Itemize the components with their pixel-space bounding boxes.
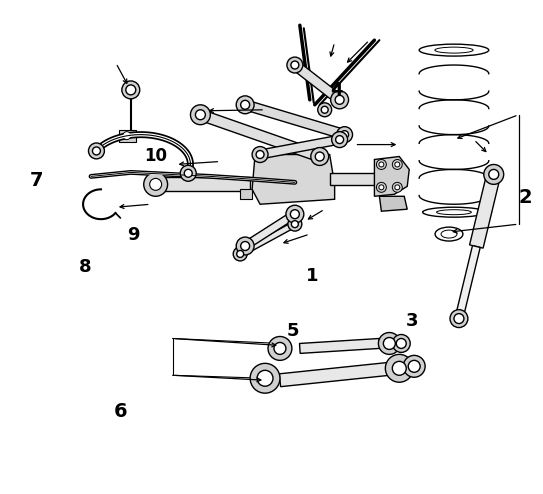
Circle shape: [395, 162, 400, 167]
Circle shape: [292, 221, 298, 228]
Ellipse shape: [441, 230, 457, 238]
Circle shape: [286, 205, 304, 223]
Text: 4: 4: [330, 81, 343, 99]
Ellipse shape: [422, 207, 485, 217]
Circle shape: [335, 95, 344, 104]
Circle shape: [332, 132, 348, 148]
Polygon shape: [259, 135, 340, 159]
Circle shape: [454, 314, 464, 324]
Circle shape: [337, 126, 352, 143]
Circle shape: [386, 354, 413, 382]
Polygon shape: [300, 338, 380, 353]
Polygon shape: [252, 155, 334, 204]
Circle shape: [383, 337, 395, 349]
Circle shape: [184, 169, 192, 177]
Text: 1: 1: [306, 267, 318, 286]
Circle shape: [392, 160, 402, 169]
Circle shape: [195, 110, 205, 120]
Circle shape: [396, 338, 406, 348]
Polygon shape: [156, 177, 250, 191]
Circle shape: [376, 160, 387, 169]
Polygon shape: [119, 129, 136, 142]
Ellipse shape: [437, 210, 471, 215]
Circle shape: [250, 364, 280, 393]
Circle shape: [484, 165, 504, 184]
Polygon shape: [375, 157, 409, 196]
Circle shape: [89, 143, 104, 159]
Circle shape: [256, 151, 264, 159]
Circle shape: [321, 106, 328, 113]
Polygon shape: [244, 100, 346, 139]
Circle shape: [241, 242, 250, 250]
Circle shape: [331, 91, 349, 109]
Circle shape: [291, 210, 299, 219]
Circle shape: [408, 360, 420, 372]
Circle shape: [236, 96, 254, 114]
Circle shape: [315, 152, 324, 161]
Circle shape: [236, 237, 254, 255]
Text: 8: 8: [79, 258, 92, 276]
Circle shape: [392, 361, 406, 375]
Text: 3: 3: [406, 312, 418, 329]
Polygon shape: [279, 362, 395, 387]
Circle shape: [489, 169, 498, 179]
Circle shape: [257, 370, 273, 386]
Polygon shape: [470, 173, 501, 248]
Polygon shape: [240, 189, 252, 199]
Polygon shape: [380, 196, 407, 211]
Circle shape: [233, 247, 247, 261]
Circle shape: [403, 355, 425, 377]
Circle shape: [376, 182, 387, 192]
Circle shape: [450, 310, 468, 328]
Text: 10: 10: [144, 147, 167, 165]
Ellipse shape: [435, 47, 473, 53]
Circle shape: [252, 147, 268, 163]
Polygon shape: [243, 211, 297, 249]
Circle shape: [237, 250, 244, 257]
Circle shape: [318, 103, 332, 117]
Circle shape: [274, 342, 286, 354]
Text: 9: 9: [128, 226, 140, 244]
Circle shape: [180, 165, 196, 181]
Circle shape: [288, 217, 302, 231]
Polygon shape: [455, 246, 480, 320]
Polygon shape: [330, 173, 389, 185]
Circle shape: [268, 336, 292, 360]
Ellipse shape: [435, 227, 463, 241]
Circle shape: [379, 185, 384, 190]
Circle shape: [150, 178, 162, 190]
Polygon shape: [199, 110, 321, 162]
Text: 2: 2: [519, 188, 532, 207]
Circle shape: [395, 185, 400, 190]
Circle shape: [92, 147, 100, 155]
Circle shape: [287, 57, 303, 73]
Circle shape: [291, 61, 299, 69]
Circle shape: [241, 100, 250, 109]
Circle shape: [392, 334, 410, 352]
Circle shape: [144, 172, 168, 196]
Circle shape: [123, 132, 131, 140]
Text: 7: 7: [30, 171, 43, 190]
Ellipse shape: [419, 44, 489, 56]
Circle shape: [336, 136, 344, 144]
Circle shape: [122, 81, 140, 99]
Polygon shape: [292, 61, 343, 104]
Circle shape: [126, 85, 136, 95]
Text: 5: 5: [287, 322, 299, 339]
Polygon shape: [239, 221, 296, 256]
Circle shape: [378, 332, 400, 354]
Circle shape: [392, 182, 402, 192]
Circle shape: [191, 105, 210, 124]
Circle shape: [311, 148, 329, 165]
Circle shape: [340, 130, 349, 139]
Circle shape: [379, 162, 384, 167]
Text: 6: 6: [113, 402, 127, 421]
